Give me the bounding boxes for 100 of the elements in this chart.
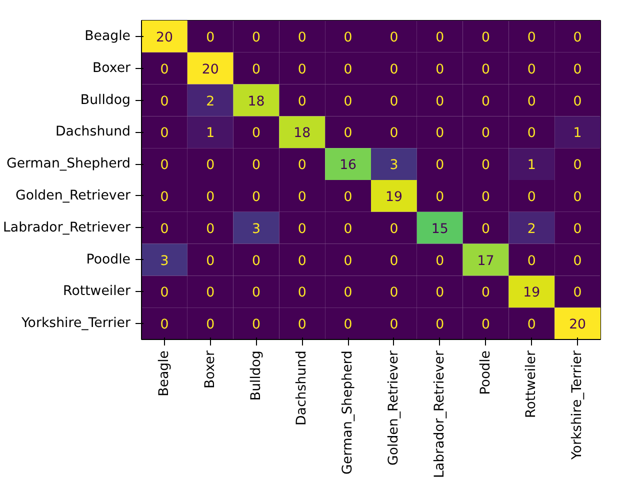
data-label: 0 — [436, 158, 444, 174]
data-label: 15 — [431, 222, 448, 237]
data-label: 0 — [436, 286, 444, 301]
data-label: 1 — [573, 126, 582, 142]
data-label: 0 — [160, 318, 169, 333]
data-label: 0 — [436, 318, 444, 333]
data-label: 3 — [160, 254, 169, 269]
data-label: 0 — [206, 222, 215, 237]
data-label: 0 — [573, 62, 582, 78]
y-tick-label: Golden_Retriever — [16, 188, 132, 204]
x-tick-label: Bulldog — [248, 350, 264, 401]
y-tick-label: Poodle — [86, 252, 130, 268]
data-label: 0 — [160, 222, 169, 237]
x-tick-label: Labrador_Retriever — [432, 350, 448, 478]
data-label: 20 — [156, 30, 173, 46]
data-label: 0 — [436, 190, 444, 205]
data-label: 0 — [573, 222, 582, 237]
data-label: 0 — [482, 62, 490, 78]
data-label: 17 — [477, 254, 494, 269]
data-label: 0 — [573, 286, 582, 301]
y-tick-label: Dachshund — [56, 124, 130, 140]
data-label: 0 — [482, 126, 490, 142]
data-label: 0 — [482, 158, 490, 174]
data-label: 0 — [436, 30, 444, 46]
x-tick-label: Golden_Retriever — [386, 350, 402, 466]
data-label: 16 — [340, 158, 357, 174]
data-label: 0 — [436, 94, 444, 110]
data-label: 0 — [390, 222, 398, 237]
data-label: 0 — [160, 62, 169, 78]
y-tick-label: Beagle — [84, 28, 130, 44]
data-label: 0 — [527, 318, 536, 333]
x-tick-label: Yorkshire_Terrier — [570, 350, 586, 461]
y-tick-label: Labrador_Retriever — [3, 220, 132, 236]
data-label: 0 — [482, 222, 490, 237]
data-label: 0 — [436, 254, 444, 269]
data-label: 0 — [298, 158, 306, 174]
data-label: 0 — [482, 286, 490, 301]
data-label: 0 — [436, 62, 444, 78]
data-label: 0 — [390, 286, 398, 301]
data-label: 0 — [298, 190, 306, 205]
data-label: 0 — [482, 318, 490, 333]
data-label: 0 — [527, 94, 536, 110]
data-label: 0 — [252, 30, 260, 46]
data-label: 0 — [390, 254, 398, 269]
data-label: 0 — [390, 318, 398, 333]
data-label: 0 — [252, 286, 260, 301]
data-label: 0 — [298, 254, 306, 269]
data-label: 0 — [344, 30, 352, 46]
data-label: 0 — [344, 318, 352, 333]
data-label: 0 — [252, 318, 260, 333]
data-label: 0 — [206, 254, 215, 269]
data-label: 0 — [344, 286, 352, 301]
x-tick-label: Beagle — [156, 350, 172, 396]
data-label: 0 — [252, 190, 260, 205]
data-label: 0 — [573, 94, 582, 110]
y-tick-label: German_Shepherd — [6, 156, 131, 172]
data-label: 0 — [160, 286, 169, 301]
data-label: 0 — [527, 62, 536, 78]
data-label: 0 — [206, 158, 215, 174]
data-label: 0 — [298, 94, 306, 110]
data-label: 0 — [298, 62, 306, 78]
data-label: 0 — [390, 62, 398, 78]
data-label: 0 — [298, 318, 306, 333]
data-label: 0 — [160, 158, 169, 174]
data-label: 1 — [527, 158, 536, 174]
data-label: 0 — [160, 94, 169, 110]
data-label: 0 — [527, 126, 536, 142]
data-label: 0 — [298, 222, 306, 237]
data-label: 0 — [573, 30, 582, 46]
data-label: 19 — [523, 286, 540, 301]
y-tick-label: Bulldog — [80, 92, 131, 108]
data-label: 0 — [252, 158, 260, 174]
data-label: 2 — [206, 94, 215, 110]
data-label: 0 — [482, 190, 490, 205]
data-label: 0 — [160, 126, 169, 142]
data-label: 0 — [298, 30, 306, 46]
data-label: 0 — [206, 318, 215, 333]
data-label: 0 — [252, 126, 260, 142]
y-tick-label: Rottweiler — [63, 284, 132, 300]
data-label: 0 — [344, 254, 352, 269]
data-label: 0 — [206, 286, 215, 301]
data-label: 0 — [206, 30, 215, 46]
x-tick-label: German_Shepherd — [340, 350, 356, 474]
data-label: 0 — [573, 190, 582, 205]
data-label: 18 — [248, 94, 265, 110]
data-label: 3 — [390, 158, 398, 174]
data-label: 0 — [527, 254, 536, 269]
x-tick-label: Boxer — [202, 350, 218, 389]
data-label: 0 — [390, 94, 398, 110]
data-label: 0 — [573, 254, 582, 269]
data-label: 0 — [344, 126, 352, 142]
y-tick-label: Boxer — [92, 60, 132, 76]
data-label: 20 — [202, 62, 219, 78]
data-label: 0 — [527, 30, 536, 46]
y-tick-label: Yorkshire_Terrier — [20, 316, 132, 332]
data-label: 0 — [344, 94, 352, 110]
data-label: 18 — [294, 126, 311, 142]
data-label: 3 — [252, 222, 260, 237]
data-label: 0 — [482, 94, 490, 110]
data-label: 2 — [527, 222, 536, 237]
